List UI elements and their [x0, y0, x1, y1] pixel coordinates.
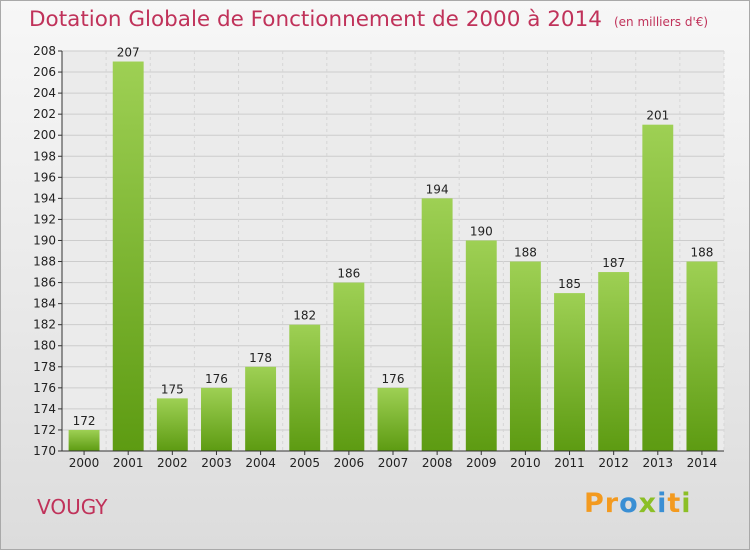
- data-label: 194: [426, 182, 449, 196]
- y-tick-label: 184: [33, 297, 56, 311]
- x-tick-label: 2010: [510, 456, 541, 470]
- bar: [421, 198, 453, 451]
- x-tick-label: 2011: [554, 456, 585, 470]
- x-tick-label: 2003: [201, 456, 232, 470]
- data-label: 176: [382, 372, 405, 386]
- y-tick-label: 180: [33, 339, 56, 353]
- x-tick-label: 2013: [643, 456, 674, 470]
- data-label: 172: [73, 414, 96, 428]
- data-label: 207: [117, 46, 140, 60]
- data-label: 190: [470, 224, 493, 238]
- data-label: 178: [249, 351, 272, 365]
- y-tick-label: 208: [33, 44, 56, 58]
- x-tick-label: 2001: [113, 456, 144, 470]
- y-tick-label: 192: [33, 212, 56, 226]
- bar: [598, 272, 630, 451]
- y-tick-label: 204: [33, 86, 56, 100]
- data-label: 182: [293, 309, 316, 323]
- chart-title-text: Dotation Globale de Fonctionnement de 20…: [29, 7, 602, 32]
- x-tick-label: 2005: [289, 456, 320, 470]
- x-tick-label: 2014: [687, 456, 718, 470]
- bar: [68, 429, 100, 451]
- data-label: 201: [646, 109, 669, 123]
- bar: [156, 398, 188, 451]
- y-tick-label: 186: [33, 276, 56, 290]
- data-label: 188: [690, 246, 713, 260]
- y-tick-label: 190: [33, 233, 56, 247]
- y-tick-label: 206: [33, 65, 56, 79]
- bar: [686, 261, 718, 451]
- bar: [465, 240, 497, 451]
- chart-subtitle: (en milliers d'€): [613, 15, 709, 29]
- bar: [554, 293, 585, 451]
- data-label: 176: [205, 372, 228, 386]
- data-label: 188: [514, 246, 537, 260]
- commune-name: VOUGY: [37, 495, 108, 519]
- x-tick-label: 2008: [422, 456, 453, 470]
- y-tick-label: 174: [33, 402, 56, 416]
- y-tick-label: 200: [33, 128, 56, 142]
- bar: [377, 387, 409, 451]
- data-label: 175: [161, 382, 184, 396]
- y-tick-label: 198: [33, 149, 56, 163]
- x-tick-label: 2002: [157, 456, 188, 470]
- bar: [509, 261, 541, 451]
- x-tick-label: 2009: [466, 456, 497, 470]
- data-label: 185: [558, 277, 581, 291]
- x-tick-label: 2000: [69, 456, 100, 470]
- y-tick-label: 196: [33, 170, 56, 184]
- y-tick-label: 188: [33, 255, 56, 269]
- y-tick-label: 194: [33, 191, 56, 205]
- y-tick-label: 182: [33, 318, 56, 332]
- data-label: 187: [602, 256, 625, 270]
- x-tick-label: 2007: [378, 456, 409, 470]
- bar: [289, 324, 321, 451]
- bar: [333, 282, 365, 451]
- x-tick-label: 2006: [334, 456, 365, 470]
- y-tick-label: 176: [33, 381, 56, 395]
- x-tick-label: 2004: [245, 456, 276, 470]
- bar: [201, 387, 232, 451]
- y-tick-label: 202: [33, 107, 56, 121]
- x-tick-label: 2012: [598, 456, 629, 470]
- y-tick-label: 172: [33, 423, 56, 437]
- chart-title: Dotation Globale de Fonctionnement de 20…: [29, 7, 708, 32]
- bar: [112, 61, 144, 452]
- y-tick-label: 170: [33, 444, 56, 458]
- bar: [245, 366, 277, 451]
- bar: [642, 124, 674, 452]
- data-label: 186: [337, 267, 360, 281]
- proxiti-logo: Proxiti: [584, 488, 692, 519]
- y-tick-label: 178: [33, 360, 56, 374]
